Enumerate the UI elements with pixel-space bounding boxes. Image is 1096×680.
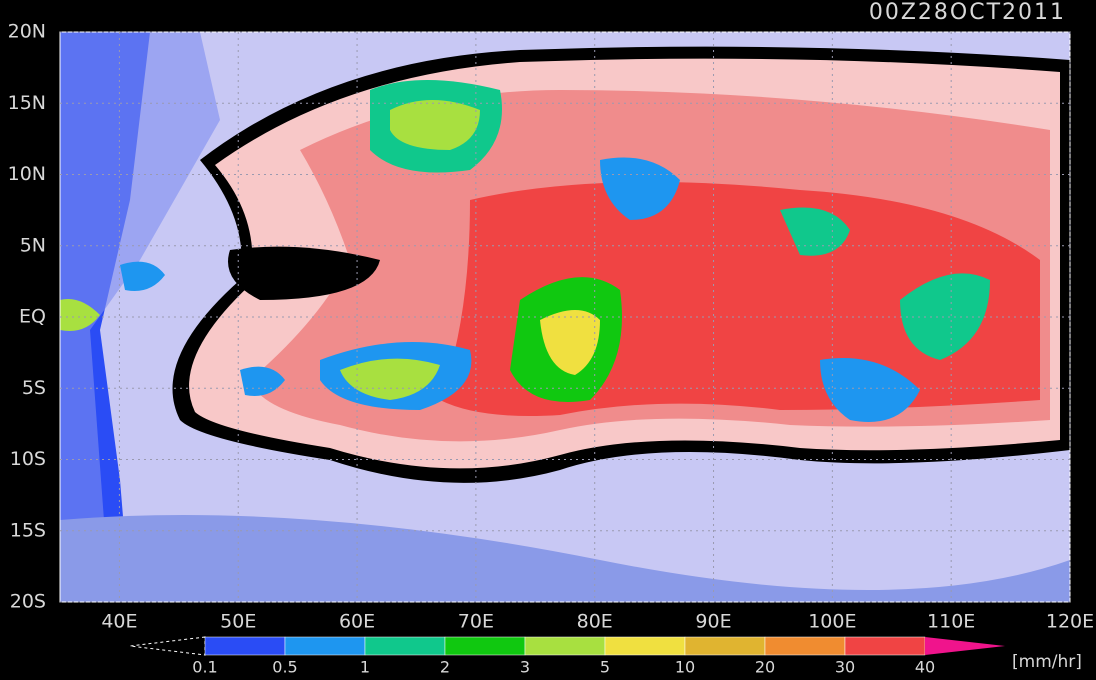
colorbar-label: 0.5 bbox=[272, 658, 297, 677]
lat-tick-label: 5S bbox=[22, 377, 46, 399]
map-title: 00Z28OCT2011 bbox=[869, 0, 1066, 25]
lat-tick-label: EQ bbox=[19, 306, 46, 328]
colorbar-label: 5 bbox=[600, 658, 610, 677]
colorbar-segment bbox=[524, 636, 606, 656]
lon-tick-label: 40E bbox=[101, 611, 137, 633]
colorbar-label: 30 bbox=[835, 658, 855, 677]
colorbar-segment bbox=[204, 636, 286, 656]
colorbar-label: 3 bbox=[520, 658, 530, 677]
colorbar-segment bbox=[684, 636, 766, 656]
colorbar-unit: [mm/hr] bbox=[1012, 652, 1082, 672]
colorbar-label: 20 bbox=[755, 658, 775, 677]
lat-tick-label: 15S bbox=[10, 519, 46, 541]
colorbar-segment bbox=[364, 636, 446, 656]
lon-tick-label: 60E bbox=[339, 611, 375, 633]
lon-tick-label: 70E bbox=[458, 611, 494, 633]
colorbar-segment bbox=[444, 636, 526, 656]
lat-tick-label: 10S bbox=[10, 448, 46, 470]
lon-tick-label: 100E bbox=[808, 611, 856, 633]
lon-tick-label: 110E bbox=[927, 611, 975, 633]
lat-tick-label: 20N bbox=[8, 21, 46, 43]
colorbar-segment bbox=[844, 636, 926, 656]
colorbar-over bbox=[925, 637, 1005, 655]
lon-tick-label: 90E bbox=[695, 611, 731, 633]
colorbar-segment bbox=[604, 636, 686, 656]
lat-tick-label: 5N bbox=[20, 234, 46, 256]
lon-tick-label: 120E bbox=[1046, 611, 1094, 633]
colorbar-segment bbox=[764, 636, 846, 656]
colorbar-label: 2 bbox=[440, 658, 450, 677]
colorbar-under bbox=[129, 636, 206, 656]
colorbar-label: 40 bbox=[915, 658, 935, 677]
colorbar-label: 1 bbox=[360, 658, 370, 677]
lon-tick-label: 80E bbox=[577, 611, 613, 633]
lat-tick-label: 20S bbox=[10, 591, 46, 613]
colorbar-label: 0.1 bbox=[192, 658, 217, 677]
lat-tick-label: 10N bbox=[8, 163, 46, 185]
rain-field bbox=[60, 32, 1070, 602]
colorbar-label: 10 bbox=[675, 658, 695, 677]
lat-tick-label: 15N bbox=[8, 92, 46, 114]
lon-tick-label: 50E bbox=[220, 611, 256, 633]
colorbar-segment bbox=[284, 636, 366, 656]
